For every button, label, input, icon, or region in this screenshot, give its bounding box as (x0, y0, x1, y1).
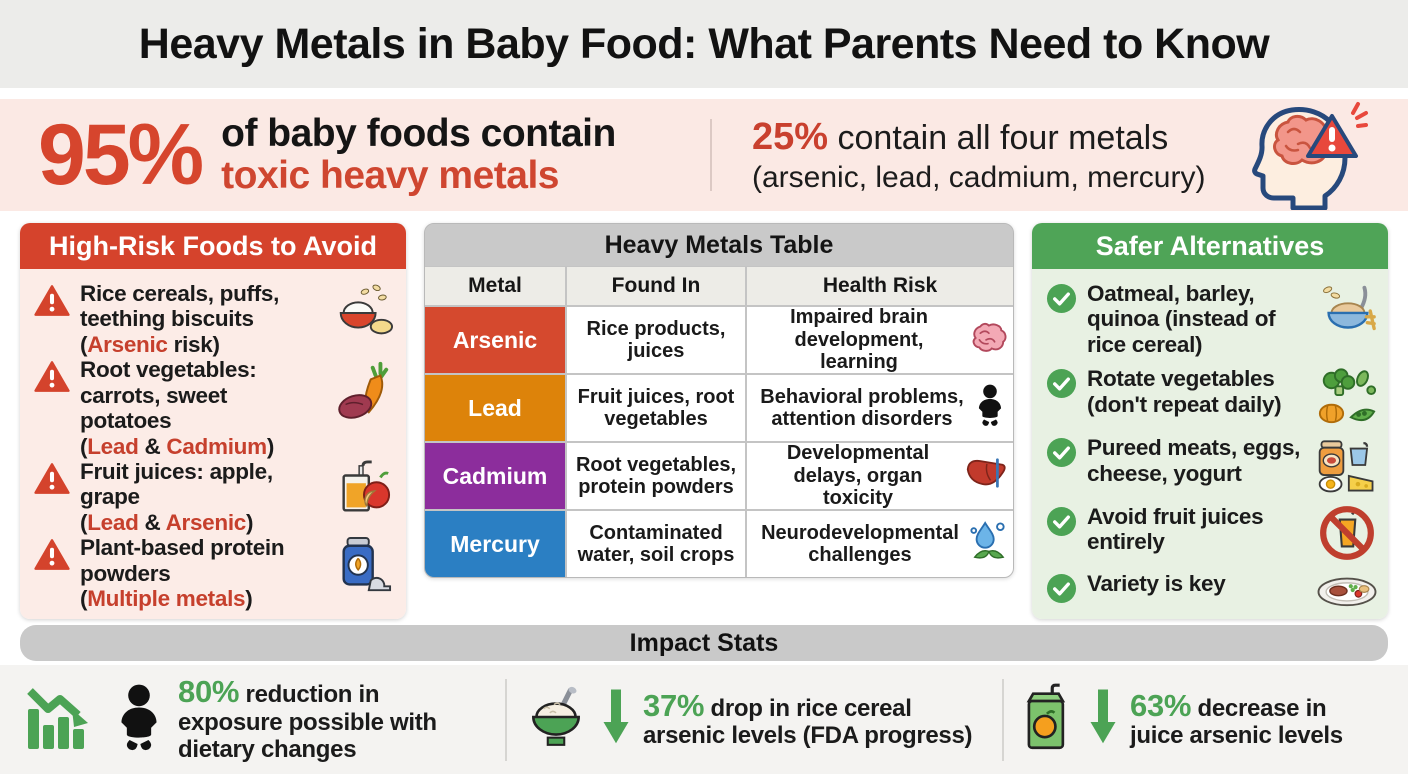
high-risk-header: High-Risk Foods to Avoid (20, 223, 406, 269)
safe-item-no-juice: Avoid fruit juices entirely (1046, 504, 1378, 562)
high-risk-body: Rice cereals, puffs, teething biscuits (A… (20, 269, 406, 619)
baby-icon (973, 383, 1007, 432)
health-risk-cell: Developmental delays, organ toxicity (747, 442, 1013, 509)
high-risk-item-text: Plant-based protein powders (Multiple met… (80, 535, 285, 612)
water-drops-icon (969, 519, 1007, 568)
high-risk-panel: High-Risk Foods to Avoid Rice cereals, p… (20, 223, 406, 619)
high-risk-item-text: Fruit juices: apple, grape (Lead & Arseni… (80, 458, 273, 535)
pureed-foods-icon (1316, 435, 1378, 495)
check-icon (1046, 573, 1077, 609)
found-in-cell: Fruit juices, root vegetables (567, 375, 745, 441)
down-arrow-icon (1088, 686, 1118, 753)
found-in-cell: Rice products, juices (567, 307, 745, 373)
safe-item-text: Pureed meats, eggs, cheese, yogurt (1087, 435, 1301, 486)
food-plate-icon (1316, 571, 1378, 609)
root-vegetables-icon (332, 357, 394, 423)
high-risk-item-protein: Plant-based protein powders (Multiple met… (34, 535, 394, 611)
safe-item-text: Oatmeal, barley, quinoa (instead of rice… (1087, 281, 1276, 357)
col-header-metal: Metal (425, 267, 565, 305)
impact-stat-text: 80% reduction in exposure possible with … (178, 674, 437, 763)
safe-item-text: Variety is key (1087, 570, 1226, 596)
impact-stat-text: 63% decrease in juice arsenic levels (1130, 687, 1343, 750)
brain-icon (967, 320, 1007, 359)
warning-icon (34, 360, 70, 398)
safe-item-pureed: Pureed meats, eggs, cheese, yogurt (1046, 435, 1378, 495)
vegetables-icon (1316, 366, 1378, 426)
brain-warning-icon (1232, 100, 1382, 210)
high-risk-item-text: Rice cereals, puffs, teething biscuits (A… (80, 281, 280, 357)
liver-icon (965, 456, 1007, 495)
high-risk-item-text: Root vegetables: carrots, sweet potatoes… (80, 357, 275, 459)
metal-cell-mercury: Mercury (425, 511, 565, 577)
main-content: High-Risk Foods to Avoid Rice cereals, p… (0, 211, 1408, 619)
impact-stat-rice-cereal: 37% drop in rice cereal arsenic levels (… (507, 684, 1002, 755)
stat-95-value: 95% (38, 107, 204, 203)
metal-cell-lead: Lead (425, 375, 565, 441)
warning-icon (34, 538, 70, 576)
heavy-metals-table: Heavy Metals Table Metal Found In Health… (424, 223, 1014, 578)
safer-alternatives-panel: Safer Alternatives Oatmeal, barley, quin… (1032, 223, 1388, 619)
stat-25-value: 25% (752, 115, 829, 158)
table-grid: Metal Found In Health Risk Arsenic Rice … (425, 266, 1013, 577)
col-header-found-in: Found In (567, 267, 745, 305)
warning-icon (34, 284, 70, 322)
impact-stat-text: 37% drop in rice cereal arsenic levels (… (643, 687, 973, 750)
warning-icon (34, 462, 70, 500)
stat-divider (1002, 678, 1004, 761)
rice-bowl-green-icon (523, 684, 589, 755)
down-arrow-icon (601, 686, 631, 753)
banner-divider (710, 119, 712, 191)
found-in-cell: Root vegetables, protein powders (567, 443, 745, 509)
no-juice-icon (1316, 504, 1378, 562)
health-risk-cell: Impaired brain development, learning (747, 306, 1013, 373)
stat-25-subtext: (arsenic, lead, cadmium, mercury) (752, 160, 1206, 194)
impact-stats-header: Impact Stats (20, 625, 1388, 661)
high-risk-item-root-veg: Root vegetables: carrots, sweet potatoes… (34, 357, 394, 459)
impact-stat-juice: 63% decrease in juice arsenic levels (1004, 682, 1400, 757)
high-risk-item-juices: Fruit juices: apple, grape (Lead & Arseni… (34, 459, 394, 535)
stats-banner: 95% of baby foods contain toxic heavy me… (0, 99, 1408, 211)
safer-alternatives-body: Oatmeal, barley, quinoa (instead of rice… (1032, 269, 1388, 619)
title-bar: Heavy Metals in Baby Food: What Parents … (0, 0, 1408, 88)
metal-cell-cadmium: Cadmium (425, 443, 565, 509)
safe-item-text: Avoid fruit juices entirely (1087, 504, 1264, 555)
table-title: Heavy Metals Table (425, 224, 1013, 266)
high-risk-item-rice: Rice cereals, puffs, teething biscuits (A… (34, 281, 394, 357)
check-icon (1046, 437, 1077, 473)
check-icon (1046, 506, 1077, 542)
stat-95-text: of baby foods contain toxic heavy metals (221, 111, 616, 197)
banner-stat-95: 95% of baby foods contain toxic heavy me… (38, 112, 710, 198)
safer-alternatives-header: Safer Alternatives (1032, 223, 1388, 269)
health-risk-cell: Behavioral problems, attention disorders (747, 375, 1013, 441)
page-title: Heavy Metals in Baby Food: What Parents … (138, 19, 1270, 68)
impact-stat-exposure: 80% reduction in exposure possible with … (8, 674, 505, 763)
baby-icon (112, 683, 166, 756)
safe-item-text: Rotate vegetables (don't repeat daily) (1087, 366, 1282, 417)
oatmeal-bowl-icon (1316, 281, 1378, 343)
health-risk-cell: Neurodevelopmental challenges (747, 511, 1013, 577)
check-icon (1046, 283, 1077, 319)
juice-apple-icon (332, 459, 394, 521)
declining-chart-icon (24, 682, 100, 757)
safe-item-variety: Variety is key (1046, 571, 1378, 609)
metal-cell-arsenic: Arsenic (425, 307, 565, 373)
stat-divider (505, 678, 507, 761)
found-in-cell: Contaminated water, soil crops (567, 511, 745, 577)
rice-bowl-icon (332, 281, 394, 345)
check-icon (1046, 368, 1077, 404)
safe-item-rotate-veg: Rotate vegetables (don't repeat daily) (1046, 366, 1378, 426)
col-header-health-risk: Health Risk (747, 267, 1013, 305)
impact-stats-row: 80% reduction in exposure possible with … (0, 665, 1408, 774)
juice-box-icon (1020, 682, 1076, 757)
banner-stat-25: 25% contain all four metals (arsenic, le… (752, 116, 1232, 195)
safe-item-oatmeal: Oatmeal, barley, quinoa (instead of rice… (1046, 281, 1378, 357)
protein-jar-icon (332, 535, 394, 599)
